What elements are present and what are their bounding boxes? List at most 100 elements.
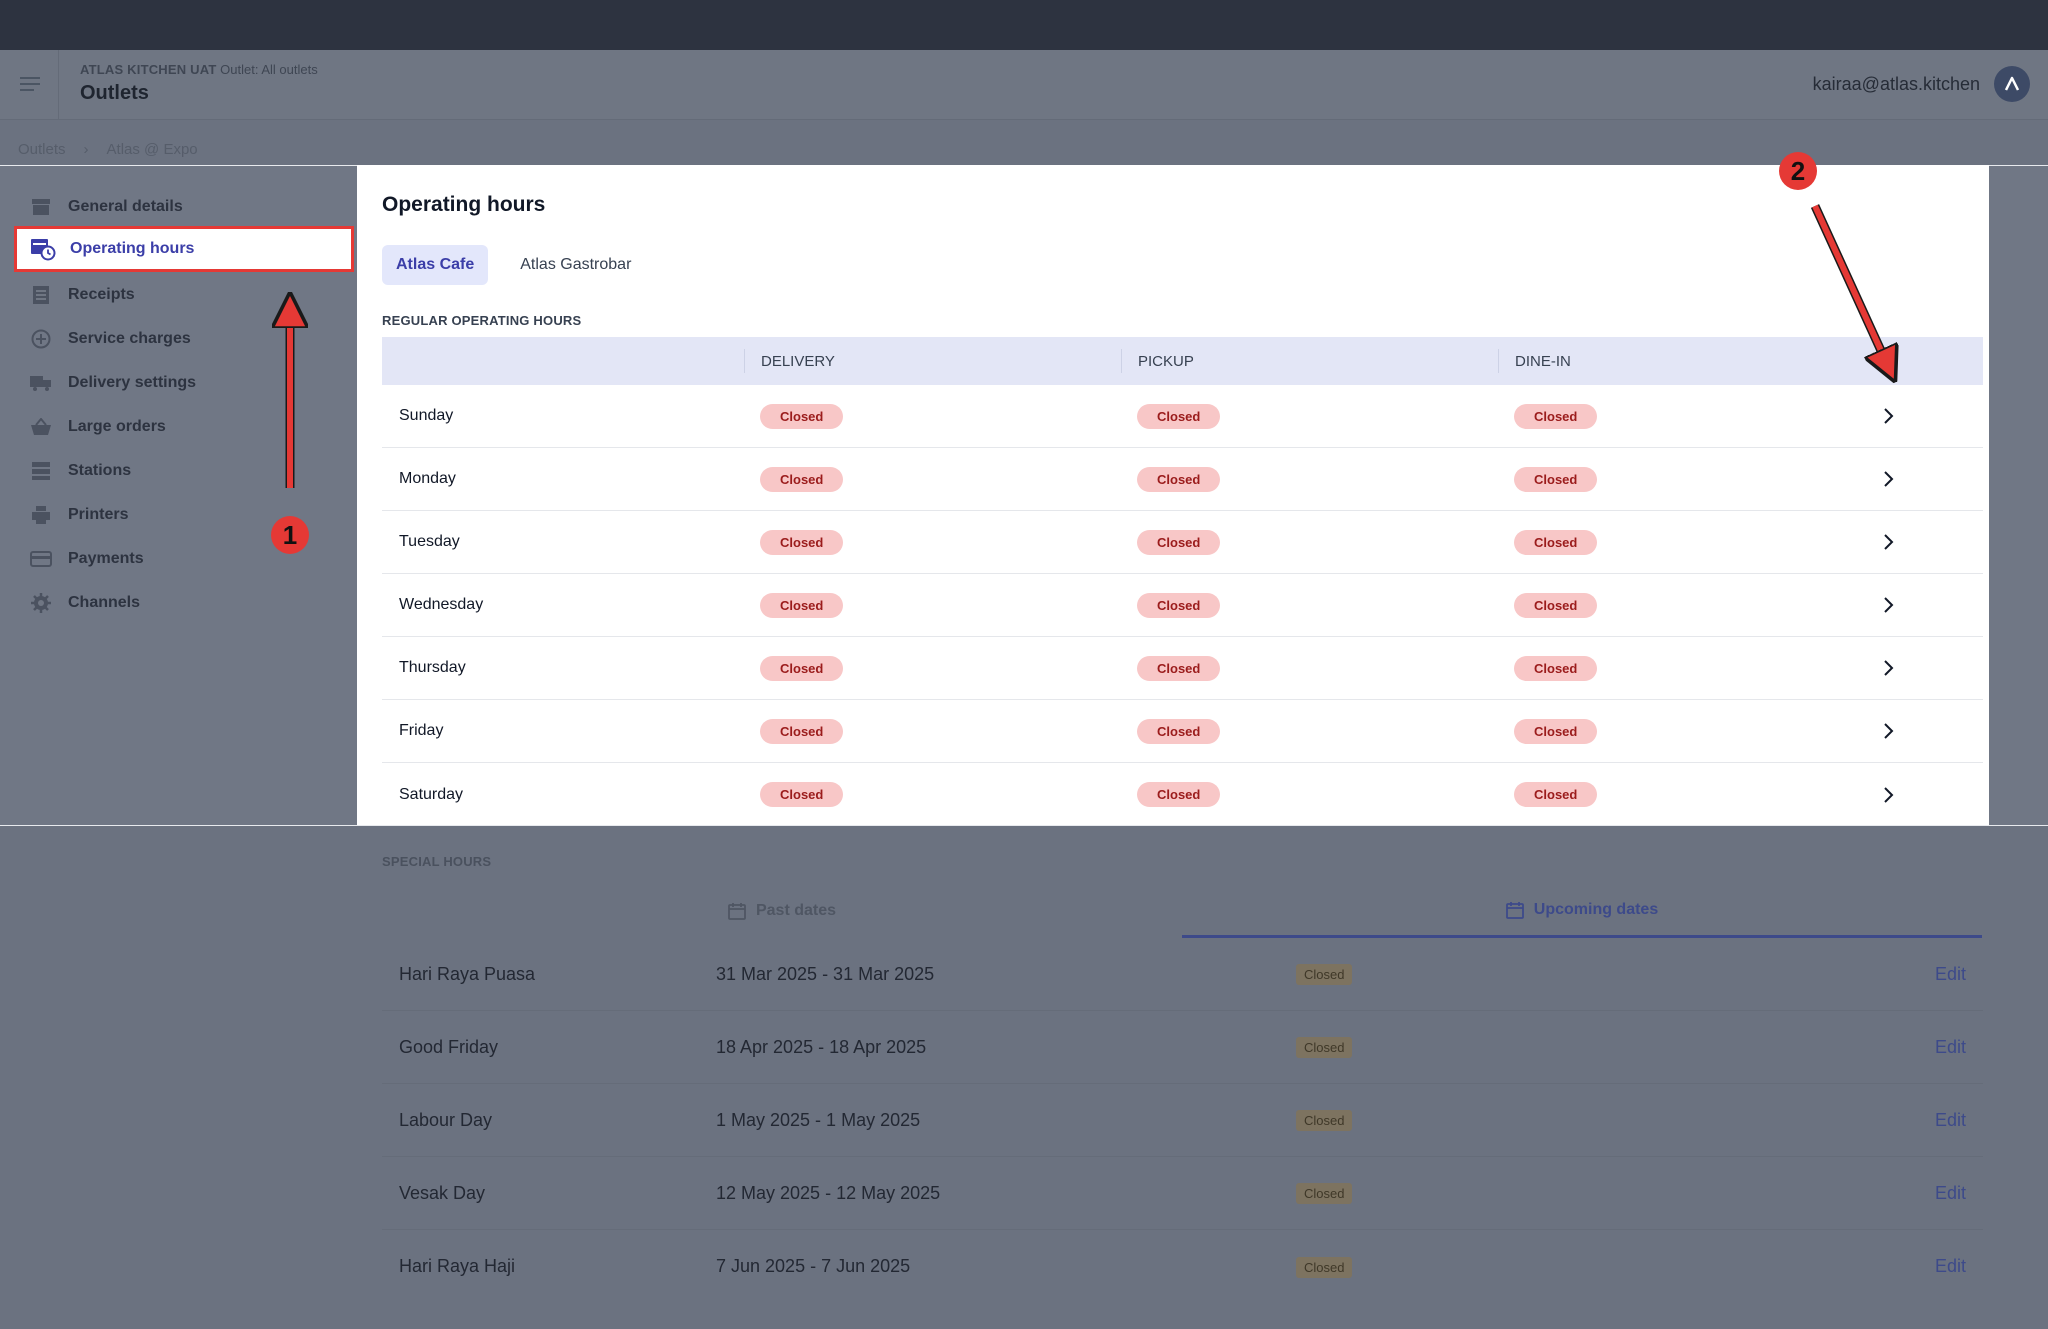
holiday-dates: 1 May 2025 - 1 May 2025	[716, 1109, 921, 1130]
day-label: Monday	[399, 470, 456, 487]
sidebar-item-label: Printers	[68, 506, 129, 523]
edit-link[interactable]: Edit	[1934, 1109, 1966, 1130]
status-badge: Closed	[1514, 782, 1598, 807]
receipt-icon	[30, 284, 52, 306]
day-label: Wednesday	[399, 596, 484, 613]
holiday-name: Hari Raya Haji	[399, 1256, 516, 1276]
basket-icon	[30, 416, 52, 438]
status-badge: Closed	[1296, 964, 1353, 985]
list-item: Vesak Day 12 May 2025 - 12 May 2025 Clos…	[382, 1157, 1983, 1230]
sidebar: General details Receipts Service charges…	[14, 185, 354, 625]
header-delivery: DELIVERY	[744, 349, 1121, 373]
card-icon	[30, 548, 52, 570]
status-badge: Closed	[1514, 718, 1598, 744]
edit-link[interactable]: Edit	[1934, 1256, 1966, 1276]
chevron-right-icon: ›	[83, 141, 89, 158]
table-row[interactable]: Friday Closed Closed Closed	[382, 700, 1983, 763]
status-badge: Closed	[1514, 655, 1598, 681]
sidebar-item-channels[interactable]: Channels	[14, 581, 354, 625]
panel-title: Operating hours	[382, 193, 546, 216]
sidebar-item-label: Operating hours	[70, 240, 195, 257]
edit-link[interactable]: Edit	[1934, 1182, 1966, 1203]
menu-icon[interactable]	[20, 77, 40, 91]
app-header: ATLAS KITCHEN UAT Outlet: All outlets Ou…	[0, 50, 2048, 120]
table-row[interactable]: Monday Closed Closed Closed	[382, 448, 1983, 511]
breadcrumb-current: Atlas @ Expo	[106, 141, 198, 158]
truck-icon	[30, 372, 52, 394]
plus-circle-icon	[30, 328, 52, 350]
sidebar-item-service-charges[interactable]: Service charges	[14, 317, 354, 361]
table-row[interactable]: Thursday Closed Closed Closed	[382, 637, 1983, 700]
clock-calendar-icon	[30, 237, 56, 261]
table-row[interactable]: Wednesday Closed Closed Closed	[382, 574, 1983, 637]
system-top-bar	[0, 0, 2048, 50]
chevron-right-icon[interactable]	[1883, 596, 1895, 614]
breadcrumb-outlets[interactable]: Outlets	[18, 141, 66, 158]
avatar[interactable]	[1994, 66, 2030, 102]
table-row[interactable]: Saturday Closed Closed Closed	[382, 763, 1983, 826]
status-badge: Closed	[1296, 1183, 1353, 1204]
chevron-right-icon[interactable]	[1883, 407, 1895, 425]
store-icon	[30, 196, 52, 218]
list-item: Labour Day 1 May 2025 - 1 May 2025 Close…	[382, 1084, 1983, 1157]
sidebar-item-stations[interactable]: Stations	[14, 449, 354, 493]
sidebar-item-label: Receipts	[68, 286, 135, 303]
spotlight-bottom-edge	[0, 825, 2048, 826]
operating-hours-table: DELIVERY PICKUP DINE-IN Sunday Closed Cl…	[382, 337, 1983, 826]
table-row[interactable]: Sunday Closed Closed Closed	[382, 385, 1983, 448]
special-hours-tabs: Past dates Upcoming dates	[382, 884, 1983, 938]
sidebar-item-operating-hours[interactable]: Operating hours	[14, 226, 354, 272]
day-label: Tuesday	[399, 533, 460, 550]
brand-name: ATLAS KITCHEN UAT	[80, 62, 217, 77]
tab-upcoming-dates[interactable]: Upcoming dates	[1182, 884, 1982, 938]
list-item: Good Friday 18 Apr 2025 - 18 Apr 2025 Cl…	[382, 1011, 1983, 1084]
sidebar-item-label: Stations	[68, 462, 132, 479]
sidebar-item-label: Large orders	[68, 418, 166, 435]
edit-link[interactable]: Edit	[1934, 963, 1966, 984]
status-badge: Closed	[1137, 529, 1221, 555]
day-label: Sunday	[399, 407, 454, 424]
sidebar-item-printers[interactable]: Printers	[14, 493, 354, 537]
user-email[interactable]: kairaa@atlas.kitchen	[1812, 74, 1980, 94]
sidebar-item-large-orders[interactable]: Large orders	[14, 405, 354, 449]
breadcrumb: Outlets › Atlas @ Expo	[18, 141, 198, 158]
status-badge: Closed	[1514, 592, 1598, 618]
sidebar-item-label: Delivery settings	[68, 374, 197, 391]
status-badge: Closed	[1137, 655, 1221, 681]
chevron-right-icon[interactable]	[1883, 659, 1895, 677]
sidebar-item-payments[interactable]: Payments	[14, 537, 354, 581]
holiday-name: Good Friday	[399, 1036, 499, 1057]
status-badge: Closed	[760, 592, 844, 618]
day-label: Thursday	[399, 659, 466, 676]
outlet-tabs: Atlas Cafe Atlas Gastrobar	[382, 245, 645, 285]
tab-past-dates[interactable]: Past dates	[382, 884, 1182, 938]
sidebar-item-receipts[interactable]: Receipts	[14, 273, 354, 317]
holiday-dates: 12 May 2025 - 12 May 2025	[716, 1182, 941, 1203]
status-badge: Closed	[1137, 466, 1221, 492]
chevron-right-icon[interactable]	[1883, 533, 1895, 551]
tab-atlas-gastrobar[interactable]: Atlas Gastrobar	[520, 256, 632, 273]
tab-atlas-cafe[interactable]: Atlas Cafe	[382, 245, 489, 285]
holiday-name: Hari Raya Puasa	[399, 963, 536, 984]
status-badge: Closed	[1514, 403, 1598, 429]
list-item: Hari Raya Puasa 31 Mar 2025 - 31 Mar 202…	[382, 938, 1983, 1011]
annotation-badge-2: 2	[1779, 152, 1817, 190]
holiday-dates: 7 Jun 2025 - 7 Jun 2025	[716, 1256, 911, 1276]
chevron-right-icon[interactable]	[1883, 722, 1895, 740]
printer-icon	[30, 504, 52, 526]
sidebar-item-general-details[interactable]: General details	[14, 185, 354, 229]
chevron-right-icon[interactable]	[1883, 786, 1895, 804]
header-divider	[58, 50, 59, 120]
annotation-badge-1: 1	[271, 516, 309, 554]
status-badge: Closed	[760, 718, 844, 744]
status-badge: Closed	[1514, 466, 1598, 492]
chevron-right-icon[interactable]	[1883, 470, 1895, 488]
edit-link[interactable]: Edit	[1934, 1036, 1966, 1057]
table-row[interactable]: Tuesday Closed Closed Closed	[382, 511, 1983, 574]
holiday-name: Labour Day	[399, 1109, 493, 1130]
header-dinein: DINE-IN	[1498, 349, 1875, 373]
operating-hours-panel: Operating hours Atlas Cafe Atlas Gastrob…	[357, 165, 1989, 825]
sidebar-item-delivery-settings[interactable]: Delivery settings	[14, 361, 354, 405]
status-badge: Closed	[760, 782, 844, 807]
atlas-logo-icon	[2004, 76, 2020, 91]
